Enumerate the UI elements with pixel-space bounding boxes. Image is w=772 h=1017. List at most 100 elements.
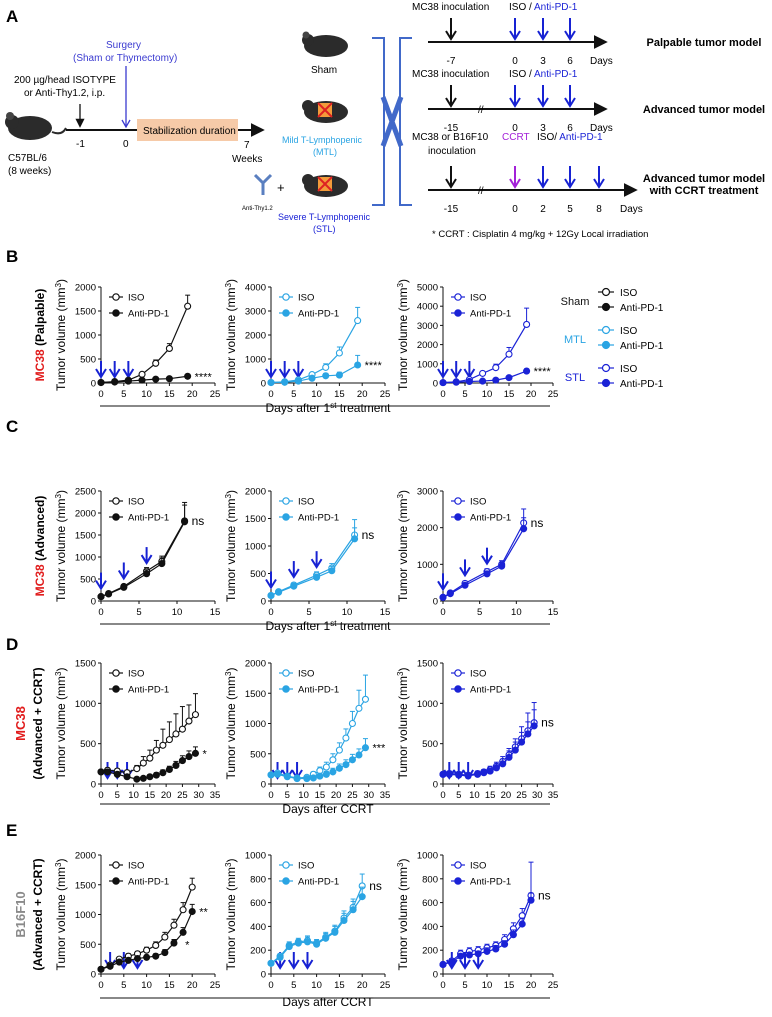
- legend-marker: [282, 877, 290, 885]
- legend-label: Anti-PD-1: [298, 513, 339, 524]
- legend-label: ISO: [128, 293, 144, 304]
- model-tick: 0: [512, 204, 518, 215]
- legend-marker: [454, 309, 462, 317]
- y-tick-label: 1500: [75, 880, 96, 891]
- y-tick-label: 0: [261, 970, 266, 981]
- x-tick-label: 5: [115, 790, 120, 801]
- data-point: [146, 773, 154, 781]
- data-point: [161, 949, 169, 957]
- treatment-arrow: [459, 952, 471, 970]
- data-point: [172, 761, 180, 769]
- legend-label: Anti-PD-1: [128, 513, 169, 524]
- y-tick-label: 1500: [245, 514, 266, 525]
- inoculation-arrow: [445, 85, 457, 108]
- y-tick-label: 1000: [75, 910, 96, 921]
- treatment-arrow: [287, 561, 300, 579]
- row-label-cell: MC38: [13, 706, 28, 741]
- x-tick-label: 0: [440, 607, 445, 618]
- x-tick-label: 25: [347, 790, 358, 801]
- data-point: [479, 369, 487, 377]
- series-line: [270, 534, 356, 597]
- data-point: [159, 769, 167, 777]
- ccrt-arrow: [509, 166, 521, 189]
- x-tick-label: 20: [187, 389, 198, 400]
- data-point: [335, 349, 343, 357]
- y-tick-label: 2000: [75, 509, 96, 520]
- series-iso: [267, 873, 366, 967]
- row-label-cell: B16F10: [13, 891, 28, 937]
- model-title-2: with CCRT treatment: [649, 185, 759, 197]
- x-tick-label: 35: [548, 790, 559, 801]
- y-tick-label: 1000: [245, 355, 266, 366]
- data-point: [523, 367, 531, 375]
- treatment-arrow: [292, 361, 305, 379]
- y-tick-label: 800: [422, 874, 438, 885]
- model-title: Advanced tumor model: [643, 104, 765, 116]
- legend-anti-marker: [601, 340, 611, 350]
- tumor-model-2: // MC38 inoculation ISO / Anti-PD-1 -15 0 3 6 D…: [412, 69, 765, 134]
- data-point: [322, 770, 330, 778]
- data-point: [355, 751, 363, 759]
- data-point: [103, 768, 112, 776]
- x-tick-label: 30: [532, 790, 543, 801]
- model-tick: 6: [567, 56, 573, 67]
- y-axis-label: Tumor volume (mm3): [224, 490, 239, 602]
- x-tick-label: 25: [210, 389, 221, 400]
- row-xlabel: Days after 1st treatment: [266, 401, 392, 416]
- data-point: [143, 953, 151, 961]
- legend-anti-marker: [601, 378, 611, 388]
- treatment-arrow: [287, 952, 300, 970]
- treatment-arrow: [463, 361, 476, 379]
- data-point: [465, 951, 473, 959]
- treatment-arrow: [140, 547, 153, 565]
- y-tick-label: 500: [80, 940, 96, 951]
- x-tick-label: 15: [334, 980, 345, 991]
- data-point: [275, 588, 283, 596]
- data-point: [120, 583, 128, 591]
- y-tick-label: 1500: [245, 689, 266, 700]
- data-point: [165, 765, 173, 774]
- mtl-label-1: Mild T-Lymphopenic: [282, 135, 363, 145]
- data-point: [492, 945, 500, 953]
- legend-label: Anti-PD-1: [470, 685, 511, 696]
- data-point: [267, 959, 275, 967]
- x-tick-label: 5: [121, 980, 126, 991]
- chart-c-mtl: 0 500 1000 1500 2000 0 5 10 15 Tumor volume (mm3)…: [224, 487, 391, 619]
- significance-label: ns: [192, 514, 205, 528]
- data-point: [342, 734, 350, 742]
- chart-legend: ISO Anti-PD-1: [109, 861, 169, 888]
- x-tick-label: 10: [311, 389, 322, 400]
- y-tick-label: 2000: [417, 523, 438, 534]
- chart-b-sham: 0 500 1000 1500 2000 0 5 10 15 20 25 Tumor volume (…: [54, 279, 221, 400]
- chart-e-mtl: 0 200 400 600 800 1000 0 5 10 15 20 25 Tumor volume …: [224, 851, 391, 992]
- data-point: [191, 749, 200, 757]
- legend-group-sham: Sham ISO Anti-PD-1: [561, 287, 664, 314]
- legend-marker: [282, 685, 290, 693]
- x-tick-label: 20: [161, 790, 172, 801]
- antibody-label: Anti-Thy1.2: [242, 206, 273, 212]
- data-point: [509, 931, 517, 939]
- legend-marker: [454, 293, 462, 301]
- treatment-arrow: [537, 166, 549, 189]
- data-point: [161, 933, 169, 941]
- data-point: [498, 562, 506, 570]
- chart-legend: ISO Anti-PD-1: [451, 497, 511, 524]
- legend-marker: [282, 861, 290, 869]
- y-tick-label: 0: [91, 780, 96, 791]
- data-point: [152, 941, 160, 949]
- x-tick-label: 5: [306, 607, 311, 618]
- y-tick-label: 2000: [245, 331, 266, 342]
- x-tick-label: 0: [268, 790, 273, 801]
- y-tick-label: 1000: [75, 699, 96, 710]
- stabilization-label: Stabilization duration: [143, 126, 236, 137]
- x-tick-label: 25: [177, 790, 188, 801]
- data-point: [152, 771, 160, 779]
- y-tick-label: 800: [250, 874, 266, 885]
- treatment-arrow: [509, 18, 521, 41]
- x-tick-label: 30: [363, 790, 374, 801]
- data-point: [293, 775, 301, 783]
- legend-anti-label: Anti-PD-1: [620, 379, 664, 390]
- x-tick-label: 5: [285, 790, 290, 801]
- y-tick-label: 4000: [417, 302, 438, 313]
- data-point: [322, 363, 330, 371]
